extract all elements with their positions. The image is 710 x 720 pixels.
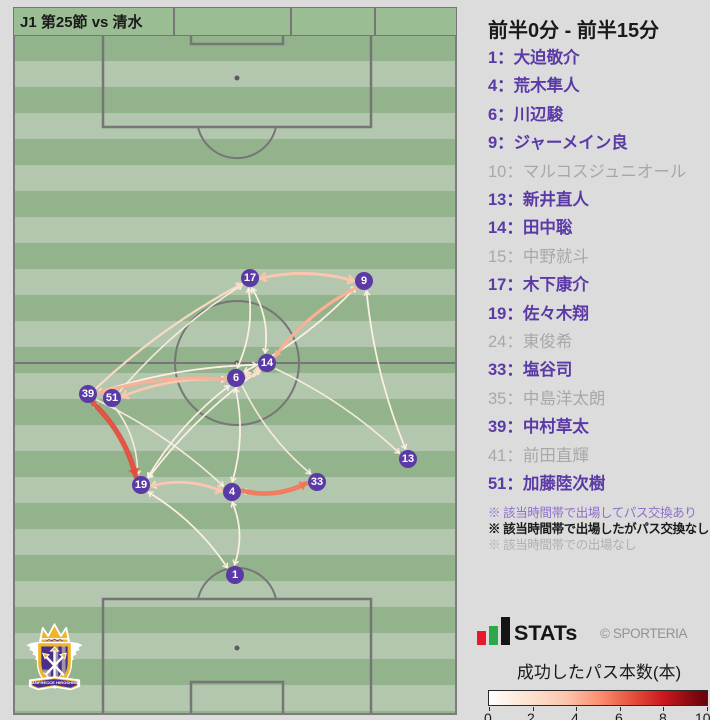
svg-text:SANFRECCE HIROSHIMA: SANFRECCE HIROSHIMA bbox=[29, 680, 79, 685]
svg-text:STATs: STATs bbox=[514, 621, 577, 645]
